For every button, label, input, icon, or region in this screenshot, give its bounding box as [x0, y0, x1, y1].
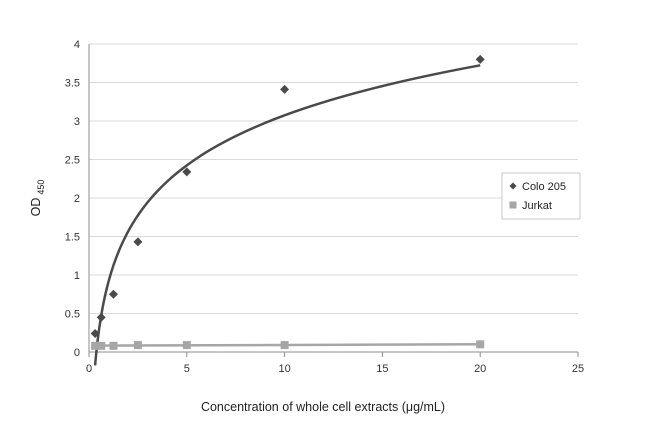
- colo-205-point: [133, 237, 143, 247]
- jurkat-point: [133, 341, 142, 350]
- y-tick-labels: 0 0.5 1 1.5 2 2.5 3 3.5 4: [65, 39, 80, 359]
- legend-marker-jurkat: [509, 201, 517, 209]
- jurkat-point: [97, 341, 106, 350]
- colo-205-trendline: [93, 64, 481, 366]
- colo-205-point: [280, 84, 290, 94]
- colo-205-point: [108, 289, 118, 299]
- colo-205-point: [475, 54, 485, 64]
- gridlines: [89, 43, 578, 314]
- jurkat-point: [280, 341, 289, 350]
- legend: Colo 205 Jurkat: [501, 172, 581, 220]
- axes: [88, 44, 579, 357]
- y-tick-label: 3: [74, 116, 80, 128]
- y-tick-label: 0.5: [65, 309, 80, 321]
- x-tick-label: 0: [86, 363, 92, 375]
- colo-205-point: [182, 167, 192, 177]
- jurkat-point: [91, 341, 100, 350]
- y-tick-label: 2: [74, 193, 80, 205]
- legend-box: [501, 172, 581, 220]
- x-tick-label: 10: [278, 363, 290, 375]
- x-tick-label: 25: [572, 363, 584, 375]
- legend-label-jurkat: Jurkat: [522, 200, 552, 212]
- y-tick-label: 1: [74, 270, 80, 282]
- colo-205-point: [90, 329, 100, 339]
- y-tick-label: 1.5: [65, 232, 80, 244]
- x-tick-label: 15: [376, 363, 388, 375]
- trendlines: [93, 64, 481, 366]
- legend-marker-colo-205: [509, 182, 517, 190]
- y-axis-title: OD450: [29, 180, 46, 217]
- x-tick-label: 5: [184, 363, 190, 375]
- jurkat-point: [109, 341, 118, 350]
- legend-label-colo-205: Colo 205: [522, 181, 566, 193]
- y-tick-label: 0: [74, 347, 80, 359]
- x-axis-title: Concentration of whole cell extracts (μg…: [201, 400, 445, 414]
- y-tick-label: 3.5: [65, 78, 80, 90]
- jurkat-point: [476, 340, 485, 349]
- colo-205-point: [96, 312, 106, 322]
- data-points: [90, 54, 485, 350]
- jurkat-point: [182, 341, 191, 350]
- y-tick-label: 4: [74, 39, 80, 51]
- y-tick-label: 2.5: [65, 155, 80, 167]
- x-tick-labels: 0 5 10 15 20 25: [86, 363, 584, 375]
- x-tick-label: 20: [474, 363, 486, 375]
